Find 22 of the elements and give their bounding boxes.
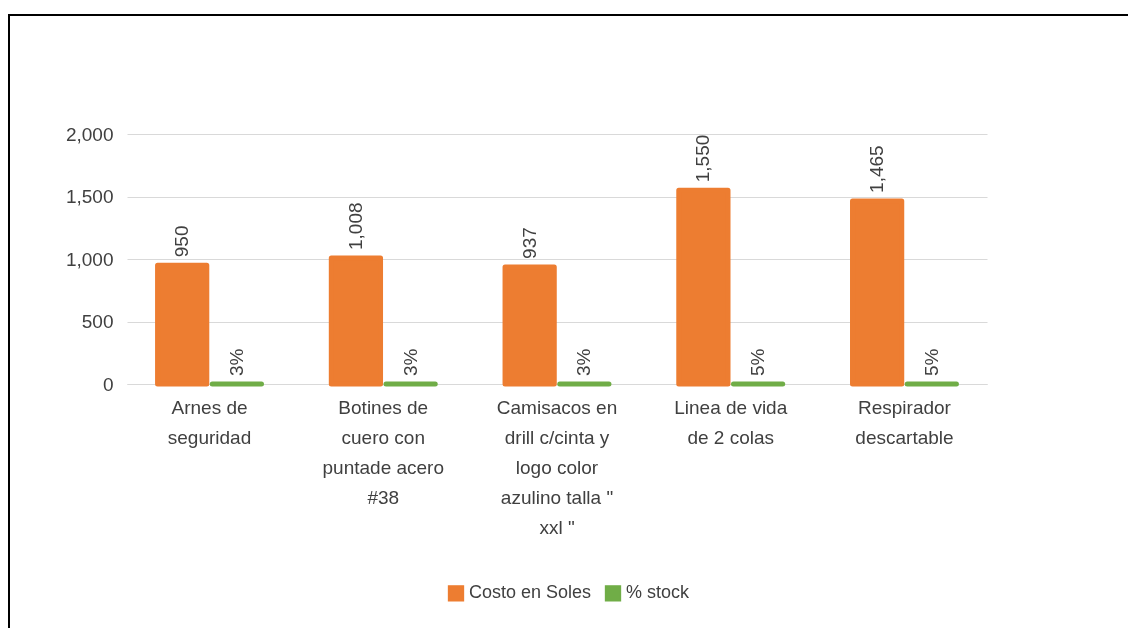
x-tick-label: Botines de cuero con puntade acero #38 (322, 396, 445, 508)
x-tick-label: Camisacos en drill c/cinta y logo color azulino talla " xxl " (496, 396, 618, 538)
y-tick-label: 0 (102, 373, 114, 395)
data-label: 3% (225, 348, 247, 376)
data-label: 1,550 (692, 134, 714, 183)
data-label: 1,465 (866, 145, 888, 193)
y-tick-label: 500 (81, 311, 114, 332)
x-tick-label: Linea de vida de 2 colas (674, 396, 788, 448)
data-label: 3% (399, 348, 421, 376)
legend-label: Costo en Soles (469, 582, 592, 603)
data-label: 5% (747, 348, 769, 376)
x-tick-label: Respirador descartable (855, 396, 954, 448)
x-tick-label: Arnes de seguridad (167, 396, 252, 448)
legend-label: % stock (626, 582, 691, 603)
data-label: 937 (518, 227, 540, 259)
data-label: 5% (920, 348, 942, 376)
y-tick-label: 1,500 (65, 186, 114, 207)
data-label: 1,008 (344, 202, 366, 250)
y-tick-label: 2,000 (65, 123, 114, 145)
data-label: 950 (171, 225, 193, 258)
y-tick-label: 1,000 (65, 248, 114, 270)
data-label: 3% (573, 348, 595, 376)
